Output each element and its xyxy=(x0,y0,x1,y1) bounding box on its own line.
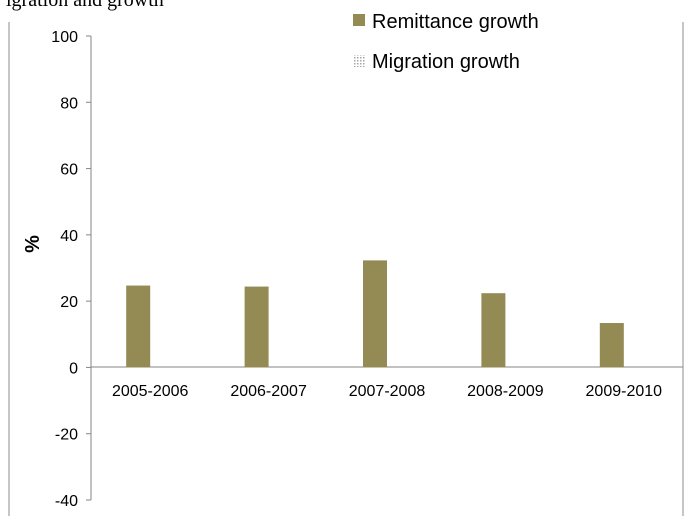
y-tick-label: 0 xyxy=(69,360,78,377)
y-tick-label: -40 xyxy=(55,493,78,510)
y-tick-label: -20 xyxy=(55,427,78,444)
legend-label-migration-growth: Migration growth xyxy=(372,51,520,73)
x-tick-label: 2009-2010 xyxy=(586,383,663,400)
bar-remittance-growth xyxy=(244,286,269,368)
y-tick-label: 60 xyxy=(60,162,78,179)
y-tick-label: 100 xyxy=(51,29,78,46)
x-tick-label: 2006-2007 xyxy=(230,383,307,400)
x-tick-label: 2005-2006 xyxy=(112,383,189,400)
bar-remittance-growth xyxy=(363,260,387,368)
y-tick-label: 80 xyxy=(60,95,78,112)
y-axis-ticks: -40 -20 0 20 40 60 80 100 xyxy=(51,29,91,510)
x-axis-labels: 2005-2006 2006-2007 2007-2008 2008-2009 2009… xyxy=(112,383,662,400)
legend-label-remittance-growth: Remittance growth xyxy=(372,11,539,33)
y-tick-label: 20 xyxy=(60,294,78,311)
legend-swatch-migration-growth xyxy=(353,55,365,67)
legend: Remittance growth Migration growth xyxy=(353,11,539,73)
bar-remittance-growth xyxy=(599,323,624,368)
x-tick-label: 2008-2009 xyxy=(467,383,544,400)
bar-remittance-growth xyxy=(481,293,506,368)
chart-title: igration and growth xyxy=(6,0,164,11)
bar-series xyxy=(126,260,624,368)
x-tick-label: 2007-2008 xyxy=(349,383,426,400)
y-tick-label: 40 xyxy=(60,228,78,245)
legend-swatch-remittance-growth xyxy=(353,14,365,26)
bar-remittance-growth xyxy=(126,285,151,368)
y-axis-label: % xyxy=(22,235,44,253)
